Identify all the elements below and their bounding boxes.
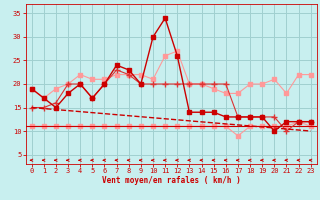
X-axis label: Vent moyen/en rafales ( km/h ): Vent moyen/en rafales ( km/h ) <box>102 176 241 185</box>
